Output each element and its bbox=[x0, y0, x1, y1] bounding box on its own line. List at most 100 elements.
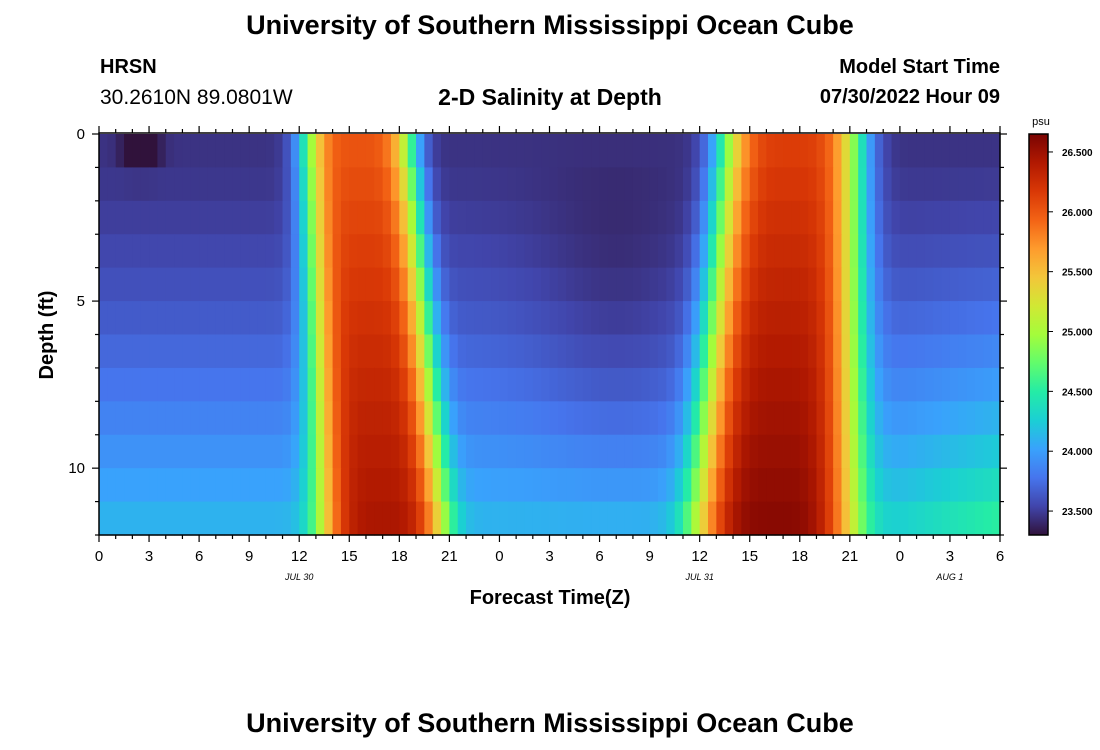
heatmap-cell bbox=[382, 200, 392, 235]
heatmap-cell bbox=[699, 334, 709, 369]
heatmap-cell bbox=[916, 167, 926, 202]
heatmap-cell bbox=[491, 200, 501, 235]
heatmap-cell bbox=[808, 468, 818, 503]
heatmap-cell bbox=[908, 468, 918, 503]
heatmap-cell bbox=[824, 501, 834, 536]
heatmap-cell bbox=[791, 401, 801, 436]
heatmap-cell bbox=[99, 301, 108, 336]
heatmap-cell bbox=[632, 367, 642, 402]
heatmap-cell bbox=[165, 267, 175, 302]
footer-title: University of Southern Mississippi Ocean… bbox=[246, 708, 854, 738]
heatmap-cell bbox=[132, 200, 142, 235]
heatmap-cell bbox=[983, 334, 993, 369]
heatmap-cell bbox=[157, 501, 167, 536]
heatmap-cell bbox=[966, 367, 976, 402]
heatmap-cell bbox=[449, 334, 459, 369]
heatmap-cell bbox=[132, 501, 142, 536]
heatmap-cell bbox=[357, 434, 367, 469]
heatmap-cell bbox=[941, 501, 951, 536]
heatmap-cell bbox=[349, 267, 359, 302]
heatmap-cell bbox=[758, 367, 767, 402]
heatmap-cell bbox=[916, 468, 926, 503]
heatmap-cell bbox=[883, 367, 893, 402]
heatmap-cell bbox=[557, 334, 567, 369]
heatmap-cell bbox=[157, 301, 167, 336]
heatmap-cell bbox=[949, 501, 959, 536]
heatmap-cell bbox=[649, 434, 659, 469]
heatmap-cell bbox=[232, 301, 242, 336]
heatmap-cell bbox=[599, 167, 609, 202]
heatmap-cell bbox=[507, 367, 517, 402]
heatmap-cell bbox=[891, 167, 901, 202]
x-tick-label: 9 bbox=[645, 548, 653, 565]
heatmap-cell bbox=[424, 234, 434, 269]
heatmap-cell bbox=[733, 501, 742, 536]
heatmap-cell bbox=[99, 468, 108, 503]
colorbar-tick-label: 24.500 bbox=[1062, 387, 1093, 398]
x-tick-label: 3 bbox=[946, 548, 954, 565]
heatmap-cell bbox=[307, 134, 317, 169]
heatmap-cell bbox=[933, 200, 943, 235]
heatmap-cell bbox=[382, 234, 392, 269]
heatmap-cell bbox=[324, 468, 334, 503]
heatmap-cell bbox=[708, 167, 717, 202]
heatmap-cell bbox=[365, 501, 375, 536]
y-axis: 0 5 10 bbox=[68, 126, 1007, 536]
heatmap-cell bbox=[224, 301, 234, 336]
heatmap-cell bbox=[482, 401, 492, 436]
heatmap-cell bbox=[249, 367, 259, 402]
heatmap-cell bbox=[432, 134, 442, 169]
heatmap-cell bbox=[399, 134, 409, 169]
heatmap-cell bbox=[966, 501, 976, 536]
heatmap-cell bbox=[107, 134, 117, 169]
heatmap-cell bbox=[207, 134, 217, 169]
heatmap-cell bbox=[357, 334, 367, 369]
heatmap-cell bbox=[858, 200, 868, 235]
heatmap-cell bbox=[858, 134, 868, 169]
heatmap-cell bbox=[265, 501, 275, 536]
x-tick-label: 3 bbox=[145, 548, 153, 565]
heatmap-cell bbox=[674, 167, 684, 202]
heatmap-cell bbox=[382, 401, 392, 436]
heatmap-cell bbox=[315, 267, 325, 302]
heatmap-cell bbox=[958, 501, 968, 536]
heatmap-cell bbox=[866, 134, 876, 169]
heatmap-cell bbox=[124, 301, 133, 336]
heatmap-cell bbox=[382, 367, 392, 402]
heatmap-cell bbox=[349, 301, 359, 336]
heatmap-cell bbox=[557, 200, 567, 235]
heatmap-cell bbox=[215, 401, 225, 436]
heatmap-cell bbox=[157, 401, 167, 436]
heatmap-cell bbox=[140, 134, 150, 169]
colorbar-tick-label: 24.000 bbox=[1062, 447, 1093, 458]
heatmap-cell bbox=[933, 234, 943, 269]
heatmap-cell bbox=[924, 367, 934, 402]
heatmap-cell bbox=[949, 134, 959, 169]
heatmap-cell bbox=[883, 301, 893, 336]
heatmap-cell bbox=[482, 501, 492, 536]
heatmap-cell bbox=[924, 234, 934, 269]
heatmap-cell bbox=[232, 267, 242, 302]
heatmap-cell bbox=[232, 434, 242, 469]
heatmap-cell bbox=[858, 234, 868, 269]
heatmap-cell bbox=[916, 200, 926, 235]
heatmap-cell bbox=[132, 367, 142, 402]
heatmap-cell bbox=[474, 234, 484, 269]
heatmap-cell bbox=[516, 234, 526, 269]
heatmap-cell bbox=[107, 167, 117, 202]
heatmap-cell bbox=[824, 468, 834, 503]
heatmap-cell bbox=[958, 468, 968, 503]
heatmap-cell bbox=[324, 167, 334, 202]
heatmap-cell bbox=[466, 367, 476, 402]
heatmap-cell bbox=[908, 334, 918, 369]
heatmap-cell bbox=[99, 367, 108, 402]
heatmap-cell bbox=[99, 234, 108, 269]
heatmap-cell bbox=[657, 267, 667, 302]
heatmap-cell bbox=[207, 301, 217, 336]
heatmap-cell bbox=[357, 134, 367, 169]
heatmap-cell bbox=[783, 501, 793, 536]
heatmap-cell bbox=[115, 367, 125, 402]
heatmap-cell bbox=[891, 334, 901, 369]
heatmap-cell bbox=[616, 167, 626, 202]
heatmap-cell bbox=[307, 234, 317, 269]
